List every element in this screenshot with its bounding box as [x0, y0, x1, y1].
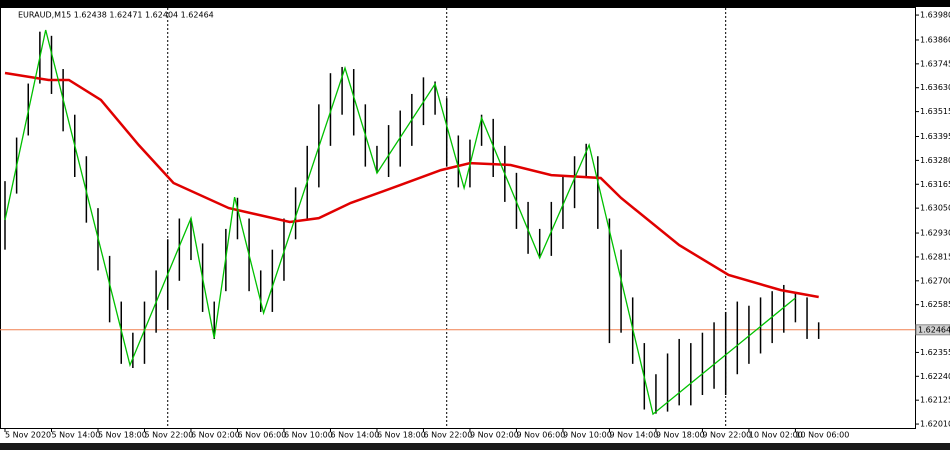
y-tick-label: 1.63515: [920, 107, 950, 116]
moving-average-line: [4, 71, 819, 299]
y-tick-label: 1.62585: [920, 300, 950, 309]
y-tick-label: 1.62125: [920, 396, 950, 405]
x-tick-label: 6 Nov 06:00: [237, 431, 286, 440]
y-tick-label: 1.62700: [920, 276, 950, 285]
y-tick-label: 1.63050: [920, 204, 950, 213]
y-tick-label: 1.63630: [920, 83, 950, 92]
x-tick-label: 6 Nov 02:00: [191, 431, 240, 440]
x-tick-label: 9 Nov 06:00: [516, 431, 565, 440]
y-tick-label: 1.63395: [920, 132, 950, 141]
price-label-box: [915, 324, 950, 336]
zigzag-line: [4, 29, 796, 416]
y-tick-label: 1.62010: [920, 420, 950, 429]
y-tick-label: 1.62930: [920, 229, 950, 238]
y-tick-label: 1.62240: [920, 372, 950, 381]
x-tick-label: 10 Nov 02:00: [749, 431, 803, 440]
plot-frame: [0, 7, 916, 429]
chart-title: EURAUD,M15 1.62438 1.62471 1.62404 1.624…: [18, 11, 214, 20]
y-tick-label: 1.63280: [920, 156, 950, 165]
price-label: 1.62464: [918, 325, 950, 334]
x-tick-label: 9 Nov 02:00: [470, 431, 519, 440]
x-tick-label: 6 Nov 22:00: [423, 431, 472, 440]
x-tick-label: 6 Nov 10:00: [284, 431, 333, 440]
bottom-strip: [0, 443, 950, 450]
y-tick-label: 1.63745: [920, 59, 950, 68]
x-tick-label: 9 Nov 10:00: [563, 431, 612, 440]
y-tick-label: 1.63980: [920, 11, 950, 20]
y-tick-label: 1.63165: [920, 180, 950, 189]
x-tick-label: 10 Nov 06:00: [795, 431, 849, 440]
x-tick-label: 9 Nov 22:00: [702, 431, 751, 440]
top-strip: [0, 0, 950, 7]
x-tick-label: 6 Nov 14:00: [330, 431, 379, 440]
x-tick-label: 5 Nov 22:00: [144, 431, 193, 440]
x-tick-label: 9 Nov 14:00: [609, 431, 658, 440]
x-tick-label: 9 Nov 18:00: [656, 431, 705, 440]
y-tick-label: 1.62355: [920, 348, 950, 357]
y-tick-label: 1.63860: [920, 35, 950, 44]
x-tick-label: 5 Nov 18:00: [98, 431, 147, 440]
x-tick-label: 6 Nov 18:00: [377, 431, 426, 440]
x-tick-label: 5 Nov 2020: [5, 431, 51, 440]
x-tick-label: 5 Nov 14:00: [51, 431, 100, 440]
y-tick-label: 1.62815: [920, 252, 950, 261]
